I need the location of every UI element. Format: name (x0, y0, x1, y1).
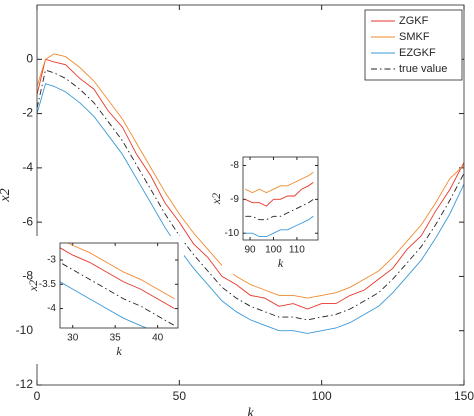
series-line (245, 198, 314, 221)
legend-label: EZGKF (399, 47, 436, 59)
x-tick-label: 35 (110, 333, 122, 344)
series-line (37, 83, 464, 334)
y-tick-label: -4 (22, 160, 33, 174)
series-line (60, 247, 175, 309)
legend-label: true value (399, 63, 447, 75)
series-line (245, 171, 314, 194)
x-tick-label: 100 (312, 389, 332, 403)
x-axis-label: k (116, 344, 122, 358)
x-tick-label: 50 (173, 389, 187, 403)
series-line (60, 281, 148, 328)
x-tick-label: 0 (34, 389, 41, 403)
y-tick-label: -12 (16, 377, 34, 391)
plot-frame (36, 4, 465, 386)
y-tick-label: -3 (47, 255, 56, 266)
lines (60, 243, 175, 328)
plot-frame (242, 156, 319, 241)
y-tick-label: -6 (22, 214, 33, 228)
x-tick-label: 100 (265, 245, 282, 256)
legend-label: ZGKF (399, 15, 429, 27)
plot: 30 35 40 -4 -3.5 -3 k x2 (26, 236, 184, 364)
x-axis-label: k (278, 256, 284, 270)
y-tick-label: -3.5 (39, 279, 57, 290)
x-tick-label: 30 (67, 333, 79, 344)
plot-area (60, 243, 178, 328)
plot-area (243, 157, 318, 240)
x-tick-label: 150 (454, 389, 474, 403)
legend-box (364, 9, 463, 81)
x-tick-label: 40 (152, 333, 164, 344)
x-tick-label: 110 (289, 245, 305, 256)
y-tick-label: -10 (16, 323, 34, 337)
series-line (245, 182, 314, 207)
legend-label: SMKF (399, 31, 430, 43)
lines (245, 171, 314, 238)
y-tick-label: -10 (225, 228, 240, 239)
series-line (245, 215, 314, 238)
plot: 90 100 110 -10 -9 -8 k x2 (209, 150, 324, 274)
y-tick-label: -2 (22, 106, 33, 120)
y-tick-label: 0 (26, 51, 33, 65)
y-axis-label: x2 (0, 188, 13, 202)
y-tick-label: -8 (230, 160, 239, 171)
x-tick-label: 90 (244, 245, 256, 256)
y-axis-label: x2 (209, 193, 223, 205)
lines (37, 53, 464, 334)
y-axis-label: x2 (26, 280, 40, 292)
series-line (37, 53, 464, 299)
y-tick-label: -4 (47, 303, 56, 314)
series-line (37, 58, 464, 310)
y-tick-label: -9 (230, 194, 239, 205)
legend: ZGKF SMKF EZGKF true value (364, 9, 463, 81)
plot-frame (59, 242, 179, 329)
series-line (67, 243, 175, 300)
y-tick-label: -8 (22, 269, 33, 283)
x-axis-label: k (247, 406, 254, 416)
